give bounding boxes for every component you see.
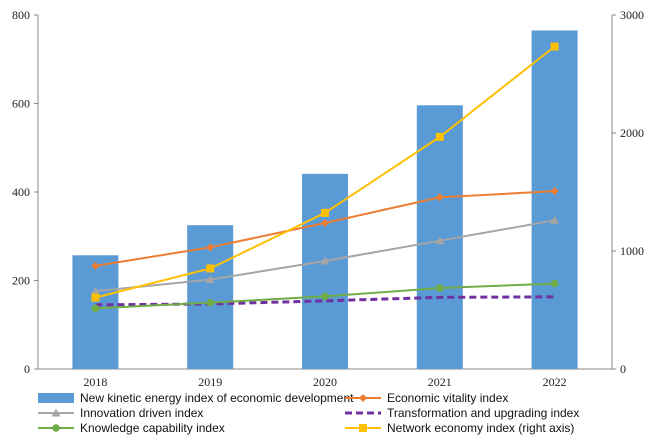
point-marker: [321, 208, 329, 217]
x-tick-label: 2022: [543, 375, 567, 389]
point-marker: [550, 187, 559, 196]
point-marker: [359, 424, 367, 432]
right-tick-label: 0: [620, 362, 626, 376]
point-marker: [206, 264, 215, 273]
point-marker: [550, 279, 559, 288]
point-marker: [321, 292, 329, 301]
legend-label: Economic vitality index: [387, 391, 508, 405]
right-tick-label: 2000: [620, 126, 644, 140]
left-tick-label: 800: [12, 8, 30, 22]
legend-label: Knowledge capability index: [80, 421, 225, 435]
point-marker: [52, 424, 60, 432]
bar: [302, 173, 348, 369]
legend-entry: Knowledge capability index: [38, 421, 225, 435]
right-tick-label: 3000: [620, 8, 644, 22]
legend-entry: Economic vitality index: [345, 391, 508, 405]
point-marker: [51, 408, 61, 417]
point-marker: [90, 286, 100, 295]
right-tick-label: 1000: [620, 244, 644, 258]
left-tick-label: 200: [12, 274, 30, 288]
bar-series: [72, 30, 578, 370]
legend-label: Transformation and upgrading index: [387, 406, 579, 420]
legend-entry: New kinetic energy index of economic dev…: [38, 391, 354, 405]
point-marker: [205, 275, 215, 284]
tick-labels: 0 200 400 600 800 0 1000 2000 3000 2018 2019 2020 20…: [12, 8, 644, 389]
point-marker: [206, 243, 215, 252]
point-marker: [321, 218, 329, 227]
point-marker: [359, 394, 367, 402]
point-marker: [206, 298, 214, 307]
left-tick-label: 600: [12, 97, 30, 111]
point-marker: [550, 42, 559, 51]
bar: [531, 30, 578, 370]
x-tick-label: 2018: [83, 375, 107, 389]
point-marker: [435, 236, 445, 245]
legend-entry: Network economy index (right axis): [345, 421, 574, 435]
point-marker: [91, 304, 100, 313]
legend-entry: Transformation and upgrading index: [345, 406, 579, 420]
point-marker: [436, 284, 444, 292]
x-tick-label: 2020: [313, 375, 337, 389]
legend-entry: Innovation driven index: [38, 406, 203, 420]
point-marker: [320, 256, 330, 265]
point-marker: [550, 215, 560, 224]
left-tick-label: 400: [12, 185, 30, 199]
left-tick-label: 0: [24, 362, 30, 376]
line-series: [90, 42, 560, 313]
legend-label: Innovation driven index: [80, 406, 203, 420]
legend-swatch: [38, 393, 74, 403]
legend: New kinetic energy index of economic dev…: [38, 391, 579, 435]
point-marker: [91, 293, 100, 302]
point-marker: [435, 193, 444, 202]
x-tick-label: 2021: [428, 375, 452, 389]
point-marker: [91, 261, 100, 270]
legend-label: Network economy index (right axis): [387, 421, 574, 435]
point-marker: [435, 132, 444, 141]
x-tick-label: 2019: [198, 375, 222, 389]
legend-label: New kinetic energy index of economic dev…: [80, 391, 354, 405]
